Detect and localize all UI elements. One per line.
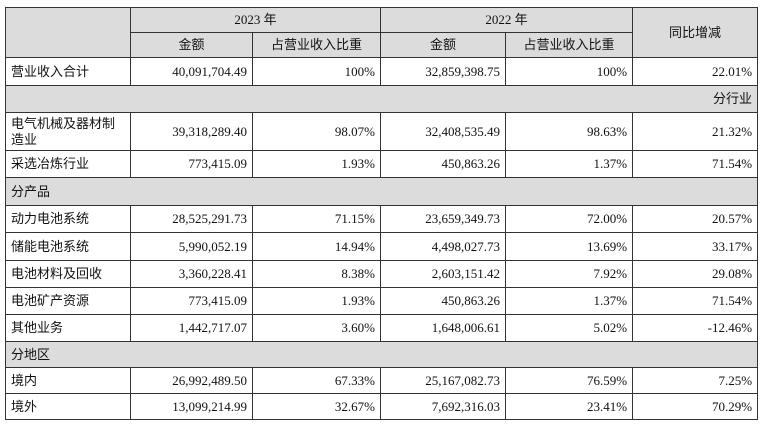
data-row: 电气机械及器材制造业 39,318,289.40 98.07% 32,408,535.… [5, 112, 759, 151]
data-row: 电池矿产资源 773,415.09 1.93% 450,863.26 1.37% 71.5… [5, 287, 759, 315]
table-body: 营业收入合计 40,091,704.49 100% 32,859,398.75 100%… [4, 57, 759, 420]
value-cell: 3,360,228.41 [130, 260, 253, 288]
value-cell: 1.93% [251, 287, 382, 315]
value-cell: 450,863.26 [380, 150, 507, 178]
value-cell: 29.08% [632, 260, 759, 288]
value-cell: 13,099,214.99 [130, 393, 253, 420]
sub-header: 金额 [380, 32, 507, 58]
value-cell: 33.17% [632, 232, 759, 261]
row-label: 电池材料及回收 [5, 260, 131, 288]
value-cell: 22.01% [632, 57, 759, 86]
value-cell: 23.41% [505, 393, 634, 420]
value-cell: 67.33% [251, 367, 382, 394]
data-row: 境外 13,099,214.99 32.67% 7,692,316.03 23.41% 7… [5, 393, 759, 420]
data-row: 境内 26,992,489.50 67.33% 25,167,082.73 76.59%… [5, 367, 759, 394]
value-cell: 773,415.09 [130, 150, 253, 178]
row-label: 营业收入合计 [5, 57, 131, 86]
value-cell: 32.67% [251, 393, 382, 420]
value-cell: 20.57% [632, 205, 759, 233]
value-cell: 2,603,151.42 [380, 260, 507, 288]
revenue-table: 2023 年 2022 年 同比增减 金额 占营业收入比重 金额 占营业收入比重… [4, 7, 759, 420]
value-cell: 100% [251, 57, 382, 86]
data-row: 营业收入合计 40,091,704.49 100% 32,859,398.75 100%… [5, 57, 759, 86]
row-label: 电池矿产资源 [5, 287, 131, 315]
value-cell: 4,498,027.73 [380, 232, 507, 261]
row-label: 动力电池系统 [5, 205, 131, 233]
value-cell: 7.25% [632, 367, 759, 394]
value-cell: 70.29% [632, 393, 759, 420]
year-header: 2022 年 [380, 7, 634, 33]
row-label: 采选冶炼行业 [5, 150, 131, 178]
sub-header: 占营业收入比重 [251, 32, 382, 58]
data-row: 储能电池系统 5,990,052.19 14.94% 4,498,027.73 13.6… [5, 232, 759, 261]
value-cell: 32,408,535.49 [380, 112, 507, 151]
section-row: 分地区 [4, 341, 759, 368]
row-label: 电气机械及器材制造业 [5, 112, 131, 151]
year-header: 2023 年 [129, 7, 382, 33]
value-cell: 26,992,489.50 [130, 367, 253, 394]
data-row: 动力电池系统 28,525,291.73 71.15% 23,659,349.73 72… [5, 205, 759, 233]
row-label: 储能电池系统 [5, 232, 131, 261]
section-row: 分产品 [4, 177, 759, 206]
data-row: 电池材料及回收 3,360,228.41 8.38% 2,603,151.42 7.92… [5, 260, 759, 288]
value-cell: 450,863.26 [380, 287, 507, 315]
value-cell: 72.00% [505, 205, 634, 233]
value-cell: 21.32% [632, 112, 759, 151]
value-cell: 8.38% [251, 260, 382, 288]
value-cell: 7,692,316.03 [380, 393, 507, 420]
data-row: 其他业务 1,442,717.07 3.60% 1,648,006.61 5.02% -1… [5, 314, 759, 342]
value-cell: 13.69% [505, 232, 634, 261]
sub-header: 占营业收入比重 [505, 32, 634, 58]
value-cell: 14.94% [251, 232, 382, 261]
value-cell: 3.60% [251, 314, 382, 342]
value-cell: 7.92% [505, 260, 634, 288]
section-label: 分产品 [4, 177, 759, 206]
section-label: 分地区 [4, 341, 759, 368]
value-cell: 28,525,291.73 [130, 205, 253, 233]
value-cell: 1.93% [251, 150, 382, 178]
value-cell: 1,648,006.61 [380, 314, 507, 342]
value-cell: 5,990,052.19 [130, 232, 253, 261]
value-cell: 773,415.09 [130, 287, 253, 315]
value-cell: 1,442,717.07 [130, 314, 253, 342]
value-cell: 76.59% [505, 367, 634, 394]
corner-cell [5, 7, 131, 58]
value-cell: 98.07% [251, 112, 382, 151]
section-label: 分行业 [4, 85, 759, 113]
row-label: 其他业务 [5, 314, 131, 342]
value-cell: 100% [505, 57, 634, 86]
change-header: 同比增减 [632, 7, 759, 58]
value-cell: 39,318,289.40 [130, 112, 253, 151]
value-cell: 71.54% [632, 287, 759, 315]
value-cell: 71.54% [632, 150, 759, 178]
value-cell: 71.15% [251, 205, 382, 233]
value-cell: 23,659,349.73 [380, 205, 507, 233]
value-cell: 5.02% [505, 314, 634, 342]
row-label: 境内 [5, 367, 131, 394]
section-row: 分行业 [4, 85, 759, 113]
data-row: 采选冶炼行业 773,415.09 1.93% 450,863.26 1.37% 71.5… [5, 150, 759, 178]
value-cell: 1.37% [505, 150, 634, 178]
value-cell: 25,167,082.73 [380, 367, 507, 394]
value-cell: 32,859,398.75 [380, 57, 507, 86]
value-cell: 1.37% [505, 287, 634, 315]
value-cell: 98.63% [505, 112, 634, 151]
value-cell: -12.46% [632, 314, 759, 342]
row-label: 境外 [5, 393, 131, 420]
value-cell: 40,091,704.49 [130, 57, 253, 86]
sub-header: 金额 [130, 32, 253, 58]
